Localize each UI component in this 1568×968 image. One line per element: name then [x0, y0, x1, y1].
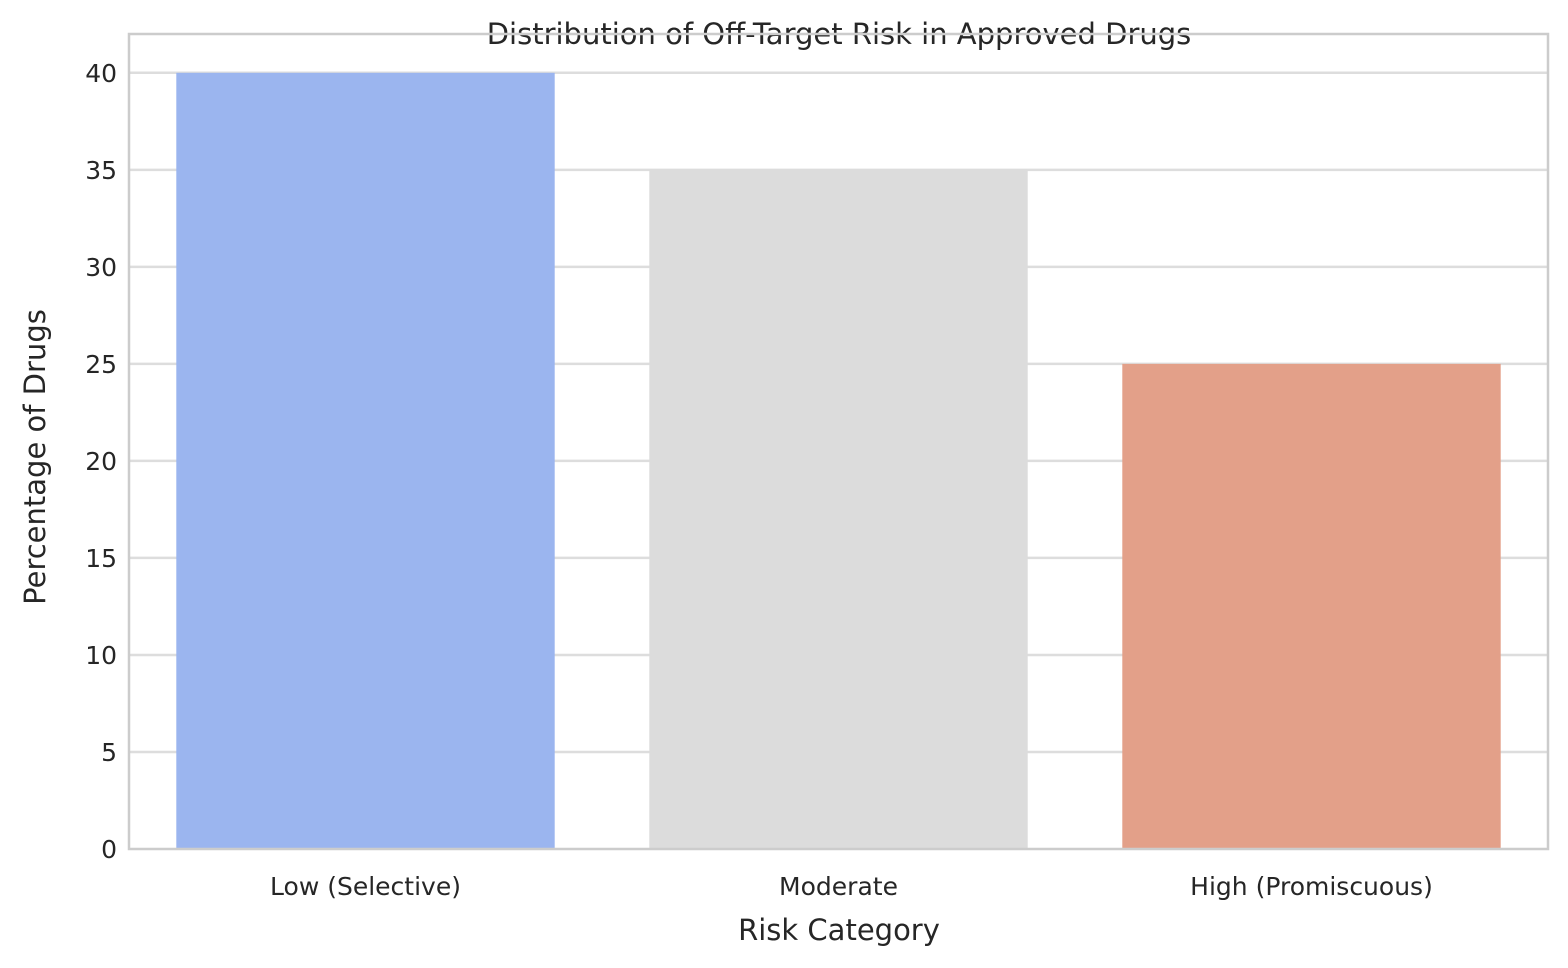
- bar-2: [1122, 363, 1501, 849]
- y-tick-label: 40: [85, 59, 117, 88]
- y-tick-label: 35: [85, 156, 117, 185]
- y-tick-label: 20: [85, 447, 117, 476]
- x-axis-ticks: Low (Selective) Moderate High (Promiscuous…: [270, 872, 1433, 901]
- y-tick-label: 30: [85, 253, 117, 282]
- bar-1: [649, 169, 1028, 850]
- y-tick-label: 15: [85, 544, 117, 573]
- x-axis-label: Risk Category: [738, 913, 940, 947]
- x-tick-label: Low (Selective): [270, 872, 461, 901]
- plot-frame: [127, 32, 1550, 851]
- y-tick-label: 25: [85, 350, 117, 379]
- y-axis-label: Percentage of Drugs: [18, 309, 52, 605]
- x-tick-label: Moderate: [779, 872, 898, 901]
- bars: [176, 72, 1501, 850]
- y-tick-label: 10: [85, 641, 117, 670]
- y-axis-ticks: 0 5 10 15 20 25 30 35 40: [85, 59, 117, 864]
- y-tick-label: 5: [101, 738, 117, 767]
- x-tick-label: High (Promiscuous): [1190, 872, 1433, 901]
- bar-0: [176, 72, 555, 850]
- y-tick-label: 0: [101, 835, 117, 864]
